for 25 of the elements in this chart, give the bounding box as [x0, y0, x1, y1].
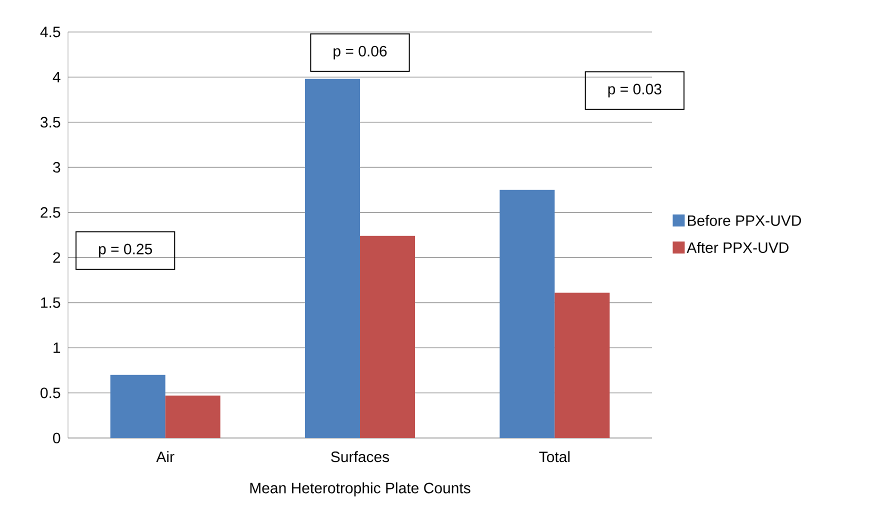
annotation: p = 0.03 — [608, 84, 662, 98]
annotation: p = 0.06 — [334, 46, 387, 60]
y-tick-label: 3.5 — [40, 116, 60, 128]
bar — [305, 78, 360, 438]
legend-label: After PPX-UVD — [686, 242, 788, 253]
y-tick-label: 4.5 — [40, 26, 60, 38]
y-tick-label: 1 — [54, 342, 60, 353]
y-tick-label: 4 — [52, 72, 60, 82]
x-tick-label: Total — [539, 451, 570, 462]
annotation: p = 0.25 — [98, 244, 152, 258]
bar — [165, 396, 220, 438]
y-tick-label: 0.5 — [40, 388, 60, 398]
x-tick-label: Surfaces — [331, 451, 390, 462]
legend-label: Before PPX-UVD — [688, 214, 802, 226]
y-tick-label: 1.5 — [41, 297, 60, 308]
bar — [500, 190, 555, 438]
x-tick-label: Air — [156, 451, 174, 462]
bar — [554, 292, 610, 438]
bar — [360, 236, 416, 438]
y-tick-label: 2 — [53, 252, 60, 263]
x-axis-title: Mean Heterotrophic Plate Counts — [250, 482, 470, 496]
y-tick-label: 3 — [53, 162, 60, 173]
y-tick-label: 0 — [53, 432, 60, 444]
bar — [110, 374, 166, 438]
y-tick-label: 2.5 — [40, 207, 60, 218]
